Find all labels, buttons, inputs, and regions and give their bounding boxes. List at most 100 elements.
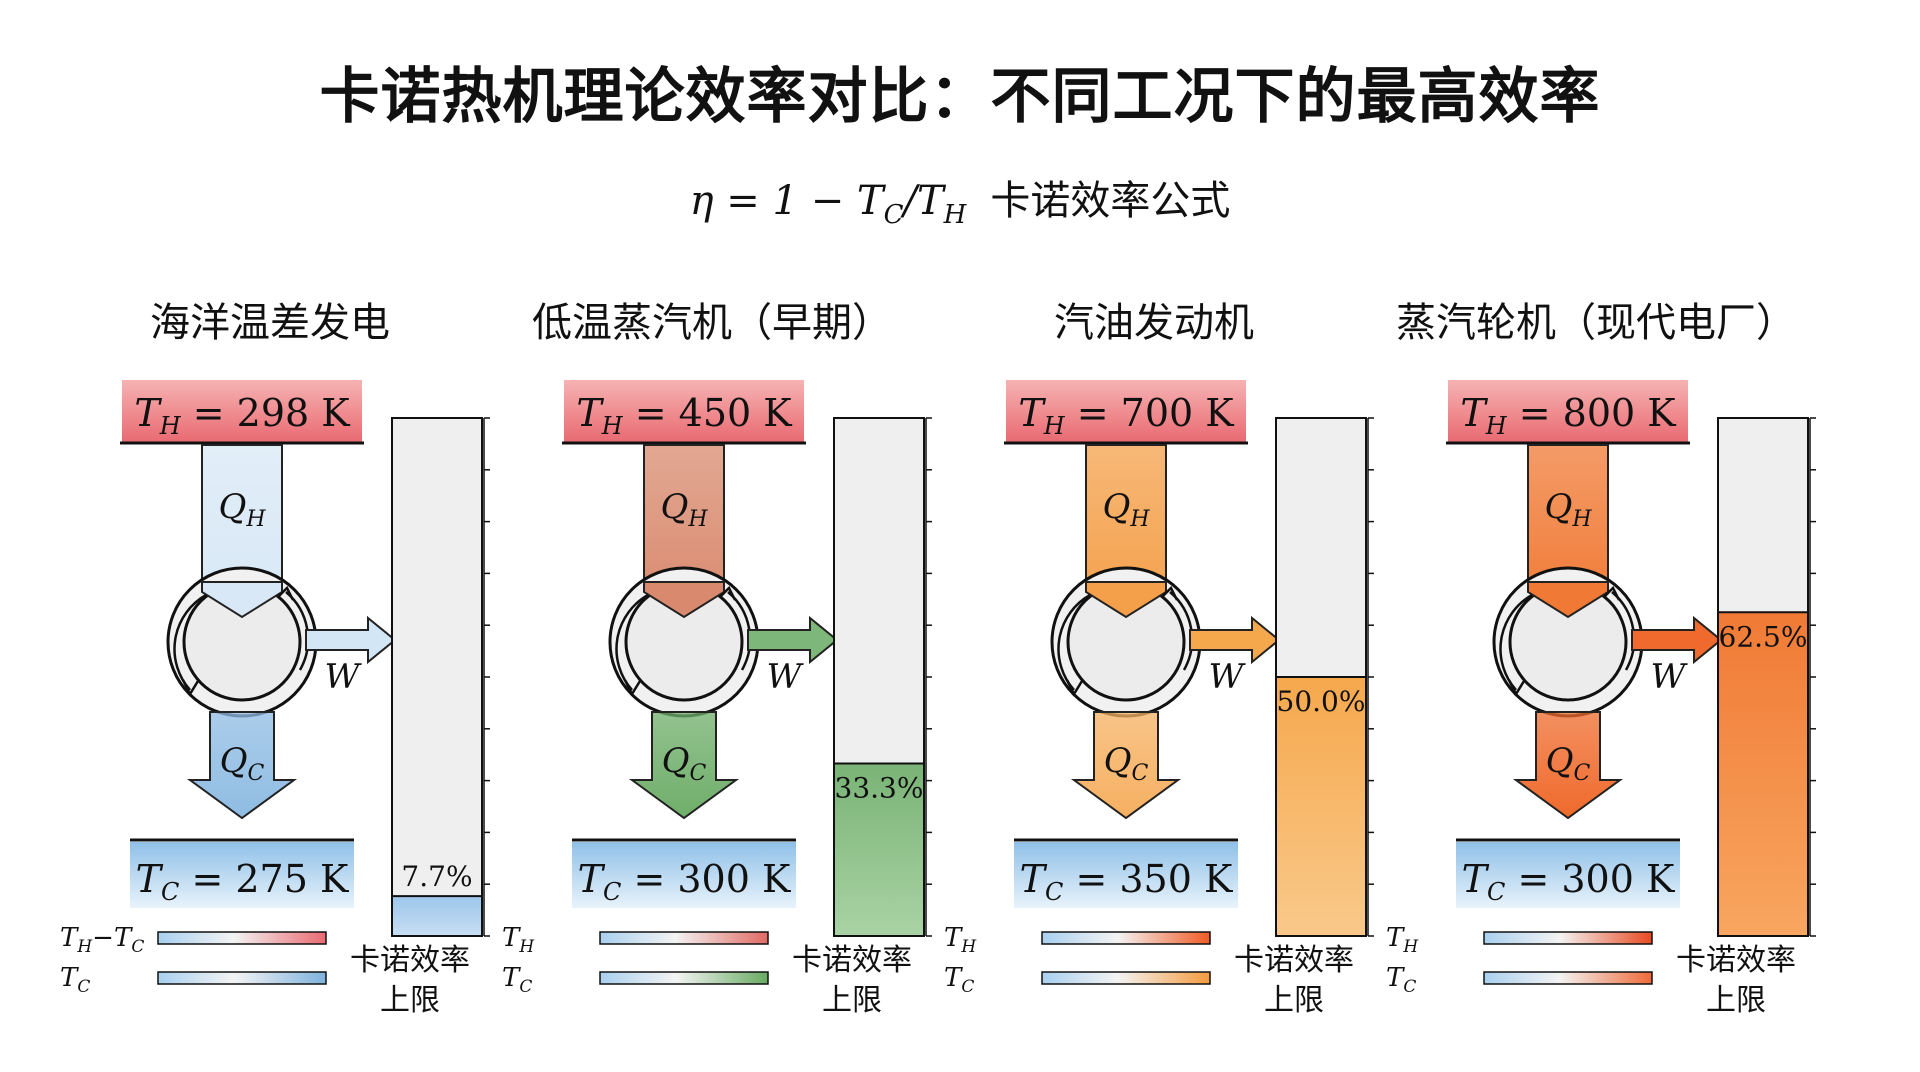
symbol-sub: H — [1485, 412, 1508, 440]
symbol-t: T — [1018, 391, 1046, 435]
hot-reservoir — [1006, 380, 1246, 442]
work-arrow — [1631, 615, 1723, 665]
legend-swatch — [157, 971, 327, 985]
hot-reservoir — [564, 380, 804, 442]
heat-in-arrow-tip — [1527, 581, 1609, 619]
temperature-value: = 350 K — [1063, 857, 1233, 901]
efficiency-bar-frame — [1717, 417, 1809, 937]
symbol-t: T — [1020, 857, 1048, 901]
symbol-letter: Q — [1104, 741, 1132, 781]
legend-label: TH−TC — [60, 923, 144, 957]
hot-reservoir — [122, 380, 362, 442]
heat-in-arrow-tip — [1085, 581, 1167, 619]
bar-caption: 卡诺效率 — [1676, 943, 1796, 978]
symbol-letter: Q — [218, 487, 246, 527]
hot-temperature-label: TH = 450 K — [576, 391, 792, 440]
work-arrow — [305, 615, 397, 665]
symbol-sub: C — [1403, 977, 1416, 997]
cold-temperature-label: TC = 350 K — [1020, 857, 1233, 906]
bar-caption: 卡诺效率 — [350, 943, 470, 978]
cycle-arrowhead — [623, 679, 642, 697]
symbol-sub: C — [77, 977, 90, 997]
heat-out-label: QC — [220, 741, 265, 786]
symbol: T — [1386, 923, 1405, 953]
symbol-letter: W — [1651, 657, 1689, 697]
cold-reservoir — [130, 842, 354, 908]
symbol-letter: W — [325, 657, 363, 697]
legend-swatch — [1483, 931, 1653, 945]
symbol: T — [502, 923, 521, 953]
cold-temperature-label: TC = 300 K — [1462, 857, 1675, 906]
legend-swatch — [1483, 971, 1653, 985]
efficiency-bar-fill — [1276, 677, 1366, 936]
bar-caption: 上限 — [1706, 983, 1766, 1018]
symbol-sub: H — [245, 507, 266, 532]
temperature-value: = 298 K — [181, 391, 351, 435]
formula-expression: η = 1 − TC/TH — [689, 178, 967, 230]
cycle-arrowhead — [720, 585, 737, 601]
symbol: T — [944, 923, 963, 953]
hot-reservoir — [1448, 380, 1688, 442]
cycle-arc — [615, 593, 649, 691]
symbol-t: T — [134, 391, 162, 435]
work-arrow — [1189, 615, 1281, 665]
symbol: T — [60, 923, 79, 953]
work-arrow — [747, 615, 839, 665]
temperature-value: = 450 K — [623, 391, 793, 435]
symbol-t: T — [576, 391, 604, 435]
temperature-value: = 300 K — [1505, 857, 1675, 901]
symbol-sub: C — [961, 977, 974, 997]
symbol-sub: H — [1043, 412, 1066, 440]
symbol-sub: C — [1487, 878, 1505, 906]
efficiency-value-label: 7.7% — [401, 860, 472, 893]
cycle-arrowhead — [1065, 679, 1084, 697]
symbol-t: T — [1460, 391, 1488, 435]
symbol: −T — [92, 923, 133, 953]
panel-title: 蒸汽轮机（现代电厂） — [1396, 300, 1796, 346]
legend-swatch — [599, 971, 769, 985]
efficiency-bar-frame — [833, 417, 925, 937]
cycle-arrowhead — [1604, 585, 1621, 601]
cycle-arrowhead — [1162, 585, 1179, 601]
symbol-letter: Q — [1546, 741, 1574, 781]
heat-in-label: QH — [1102, 487, 1150, 532]
work-label: W — [325, 657, 363, 697]
symbol-sub: C — [161, 878, 179, 906]
symbol-sub: C — [1132, 761, 1149, 786]
symbol-sub: H — [687, 507, 708, 532]
legend-swatch — [599, 931, 769, 945]
efficiency-bar-fill — [834, 763, 924, 936]
work-label: W — [767, 657, 805, 697]
symbol-sub: C — [519, 977, 532, 997]
symbol-letter: Q — [660, 487, 688, 527]
symbol-sub: H — [601, 412, 624, 440]
cycle-arc — [1057, 593, 1091, 691]
temperature-value: = 300 K — [621, 857, 791, 901]
legend-label: TH — [1386, 923, 1419, 957]
legend-label: TH — [944, 923, 977, 957]
symbol: T — [1386, 963, 1405, 993]
temperature-value: = 700 K — [1065, 391, 1235, 435]
formula-label: 卡诺效率公式 — [990, 178, 1231, 224]
symbol-sub: H — [1129, 507, 1150, 532]
cold-temperature-label: TC = 300 K — [578, 857, 791, 906]
efficiency-bar-frame — [1275, 417, 1367, 937]
symbol-sub: H — [159, 412, 182, 440]
legend-swatch — [1041, 931, 1211, 945]
cycle-arrowhead — [181, 679, 200, 697]
symbol-t: T — [1462, 857, 1490, 901]
heat-out-label: QC — [1546, 741, 1591, 786]
cold-reservoir — [1456, 842, 1680, 908]
heat-in-label: QH — [218, 487, 266, 532]
heat-out-arrow — [186, 711, 298, 820]
symbol-sub: H — [518, 937, 535, 957]
efficiency-bar-frame — [391, 417, 483, 937]
symbol-sub: H — [960, 937, 977, 957]
work-label: W — [1651, 657, 1689, 697]
legend-swatch — [157, 931, 327, 945]
temperature-value: = 275 K — [179, 857, 349, 901]
hot-temperature-label: TH = 700 K — [1018, 391, 1234, 440]
legend-label: TC — [60, 963, 90, 997]
cycle-arrowhead — [278, 585, 295, 601]
bar-caption: 卡诺效率 — [1234, 943, 1354, 978]
